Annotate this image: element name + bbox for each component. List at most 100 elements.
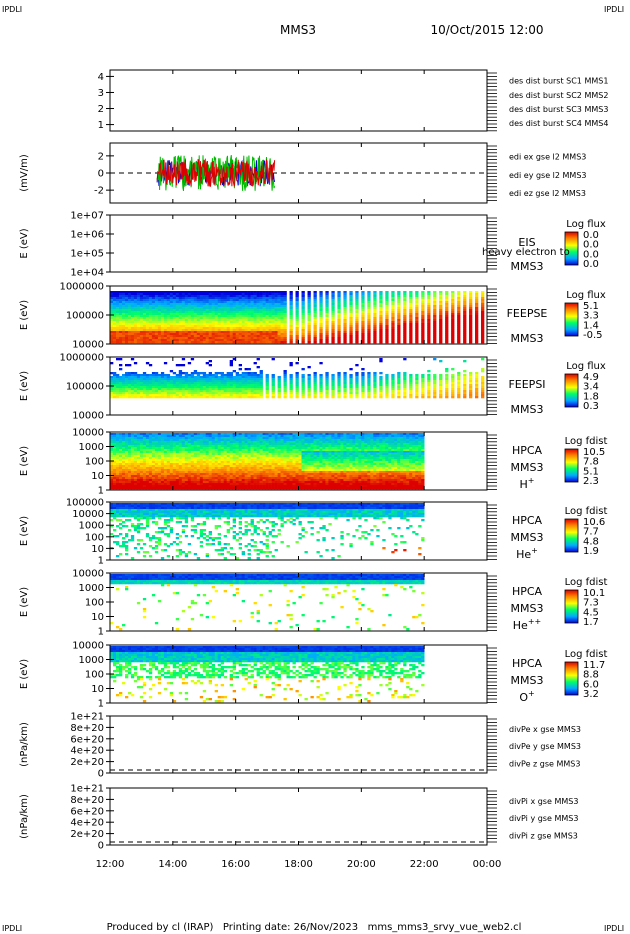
spectrogram-cell [445,380,449,383]
spectrogram-cell [229,475,233,478]
spectrogram-cell [125,315,129,318]
spectrogram-cell [119,384,123,387]
spectrogram-cell [301,325,305,328]
spectrogram-cell [172,473,177,476]
spectrogram-cell [337,390,341,393]
spectrogram-cell [172,396,177,399]
spectrogram-cell [166,317,171,320]
spectrogram-cell [265,309,269,312]
spectrogram-cell [274,333,278,336]
spectrogram-cell [337,297,341,300]
spectrogram-cell [433,299,437,302]
spectrogram-cell [119,467,123,470]
spectrogram-cell [427,384,431,387]
spectrogram-cell [379,313,383,316]
spectrogram-cell [184,396,189,399]
spectrogram-cell [385,388,389,391]
spectrogram-cell [397,307,401,310]
spectrogram-cell [256,396,260,399]
spectrogram-cell [229,293,233,296]
spectrogram-cell [172,455,177,458]
spectrogram-cell [451,301,455,304]
spectrogram-cell [205,295,209,298]
spectrogram-cell [421,374,425,377]
spectrogram-cell [355,321,359,324]
spectrogram-cell [232,483,236,486]
spectrogram-cell [113,307,117,310]
spectrogram-cell [122,382,126,385]
spectrogram-cell [145,390,150,393]
spectrogram-cell [475,390,479,393]
spectrogram-cell [211,374,215,377]
spectrogram-cell [220,325,224,328]
spectrogram-cell [256,329,260,332]
spectrogram-cell [145,382,150,385]
spectrogram-cell [223,447,227,450]
spectrogram-cell [445,382,449,385]
spectrogram-cell [172,299,177,302]
spectrogram-cell [157,443,162,446]
spectrogram-cell [367,291,371,294]
spectrogram-cell [172,319,177,322]
spectrogram-cell [187,439,192,442]
spectrogram-cell [139,376,144,379]
spectrogram-cell [116,305,120,308]
spectrogram-cell [193,455,198,458]
spectrogram-cell [268,291,272,294]
spectrogram-cell [223,341,227,344]
spectrogram-cell [421,315,425,318]
spectrogram-cell [154,443,159,446]
spectrogram-cell [178,309,183,312]
spectrogram-cell [130,293,135,296]
spectrogram-cell [145,473,150,476]
spectrogram-cell [232,449,236,452]
spectrogram-cell [136,441,141,444]
spectrogram-cell [217,396,221,399]
spectrogram-cell [113,388,117,391]
spectrogram-cell [226,451,230,454]
spectrogram-cell [169,477,174,480]
spectrogram-cell [139,291,144,294]
spectrogram-cell [289,382,293,385]
spectrogram-cell [154,483,159,486]
spectrogram-cell [403,305,407,308]
spectrogram-cell [379,394,383,397]
spectrogram-cell [190,299,195,302]
spectrogram-cell [145,305,150,308]
spectrogram-cell [445,384,449,387]
spectrogram-cell [409,339,413,342]
spectrogram-cell [247,392,251,395]
spectrogram-cell [136,477,141,480]
spectrogram-cell [409,382,413,385]
spectrogram-cell [181,455,186,458]
spectrogram-cell [223,327,227,330]
spectrogram-cell [232,378,236,381]
spectrogram-cell [160,396,165,399]
spectrogram-cell [445,374,449,377]
spectrogram-cell [151,475,156,478]
spectrogram-cell [199,388,204,391]
spectrogram-cell [343,321,347,324]
spectrogram-cell [481,396,485,399]
spectrogram-cell [445,301,449,304]
spectrogram-cell [463,394,467,397]
spectrogram-cell [136,339,141,342]
spectrogram-cell [181,295,186,298]
spectrogram-cell [481,319,485,322]
spectrogram-cell [208,311,212,314]
spectrogram-cell [122,467,126,470]
spectrogram-cell [226,341,230,344]
spectrogram-cell [190,301,195,304]
spectrogram-cell [139,455,144,458]
spectrogram-cell [253,299,257,302]
spectrogram-cell [208,483,212,486]
spectrogram-cell [349,303,353,306]
spectrogram-cell [217,465,221,468]
spectrogram-cell [319,341,323,344]
spectrogram-cell [163,435,168,438]
spectrogram-cell [184,485,189,488]
spectrogram-cell [280,333,284,336]
spectrogram-cell [343,339,347,342]
spectrogram-cell [172,435,177,438]
spectrogram-cell [157,445,162,448]
